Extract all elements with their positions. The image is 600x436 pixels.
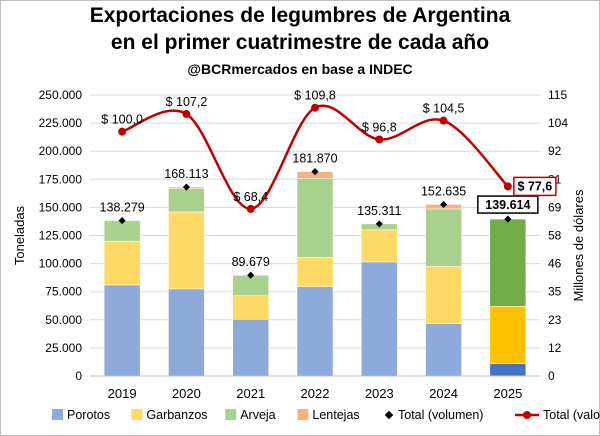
volume-marker	[118, 217, 126, 225]
y2-tick-label: 0	[548, 369, 555, 383]
y-tick-label: 0	[75, 369, 82, 383]
x-tick-label: 2021	[236, 386, 265, 401]
y2-tick-label: 12	[548, 341, 562, 355]
y-tick-label: 150.000	[39, 200, 83, 214]
bar-porotos-2022	[296, 286, 334, 377]
y2-tick-label: 115	[548, 88, 567, 102]
x-tick-label: 2019	[108, 386, 137, 401]
value-marker	[439, 116, 448, 125]
y-tick-label: 250.000	[39, 88, 83, 102]
volume-marker	[247, 271, 255, 279]
legend-label: Total (volumen)	[398, 408, 483, 422]
x-tick-label: 2024	[429, 386, 458, 401]
axes: 0 25.000 50.000 75.000 100.000 125.000 150.000…	[12, 88, 586, 401]
volume-marker	[504, 215, 512, 223]
series-lines	[118, 103, 512, 279]
value-marker	[118, 127, 127, 136]
y2-axis-title: Millones de dólares	[571, 189, 586, 302]
y2-tick-label: 35	[548, 285, 562, 299]
value-marker	[375, 135, 384, 144]
y2-tick-label: 23	[548, 313, 562, 327]
value-label: $ 96,8	[362, 120, 397, 134]
y-tick-label: 25.000	[45, 341, 82, 355]
legend-swatch-garbanzos	[131, 409, 143, 420]
y2-tick-label: 58	[548, 229, 562, 243]
legend-swatch-arveja	[225, 409, 237, 420]
y-tick-label: 175.000	[39, 172, 83, 186]
x-tick-label: 2022	[301, 386, 330, 401]
x-tick-label: 2025	[493, 386, 522, 401]
y2-tick-label: 69	[548, 200, 562, 214]
bar-arveja-2024	[425, 208, 462, 267]
chart-title-line2: en el primer cuatrimestre de cada año	[110, 31, 490, 54]
y-tick-label: 50.000	[45, 313, 82, 327]
value-marker	[182, 110, 191, 119]
bar-porotos-2024	[425, 323, 462, 377]
y-tick-label: 75.000	[45, 285, 82, 299]
bar-arveja-2025	[489, 218, 527, 307]
legend-label: Porotos	[67, 408, 110, 422]
value-marker	[311, 103, 319, 112]
value-label: $ 100,0	[101, 113, 143, 127]
legend: Porotos Garbanzos Arveja Lentejas Total (vol…	[52, 408, 600, 422]
y2-tick-label: 46	[548, 257, 562, 271]
bars	[103, 171, 527, 377]
y-axis-title: Toneladas	[12, 205, 27, 265]
x-tick-label: 2020	[172, 386, 201, 401]
value-label: $ 107,2	[166, 95, 208, 109]
bar-garbanzos-2022	[296, 257, 334, 287]
bar-garbanzos-2024	[425, 266, 462, 324]
bar-garbanzos-2021	[232, 295, 269, 320]
value-marker	[246, 204, 255, 213]
value-marker	[503, 182, 512, 191]
bar-porotos-2020	[168, 288, 205, 377]
chart-subtitle: @BCRmercados en base a INDEC	[187, 61, 413, 77]
volume-label: 135.311	[357, 204, 401, 218]
y-tick-label: 125.000	[39, 229, 83, 243]
legend-label: Arveja	[240, 408, 275, 422]
bar-garbanzos-2019	[103, 240, 141, 286]
bar-garbanzos-2020	[168, 211, 205, 290]
chart-title: Exportaciones de legumbres de Argentina	[89, 4, 511, 27]
legend-label: Lentejas	[312, 408, 359, 422]
value-label: $ 77,6	[517, 179, 552, 193]
x-tick-label: 2023	[365, 386, 394, 401]
y2-tick-label: 104	[548, 116, 568, 130]
legend-volume-marker	[384, 410, 394, 420]
bar-porotos-2021	[232, 318, 269, 377]
value-label: $ 104,5	[423, 102, 465, 116]
legend-label: Garbanzos	[146, 408, 207, 422]
volume-label: 152.635	[421, 184, 466, 198]
value-label: $ 68,4	[233, 190, 268, 204]
volume-marker	[311, 168, 319, 176]
y-tick-label: 225.000	[39, 116, 83, 130]
volume-marker	[440, 200, 448, 208]
bar-porotos-2023	[361, 261, 398, 377]
volume-label-box	[477, 195, 539, 214]
bar-garbanzos-2025	[489, 306, 527, 364]
data-labels: 138.279 168.113 89.679 181.870 135.311 152.63…	[100, 89, 557, 269]
legend-swatch-lentejas	[297, 409, 309, 420]
bar-porotos-2019	[103, 284, 141, 377]
volume-marker	[182, 183, 190, 191]
volume-label: 181.870	[292, 152, 337, 166]
volume-marker	[375, 220, 383, 228]
legend-label: Total (valor)	[543, 408, 600, 422]
value-label: $ 109,8	[294, 89, 336, 103]
y2-tick-label: 92	[548, 144, 562, 158]
y-tick-label: 200.000	[39, 144, 83, 158]
y-tick-label: 100.000	[39, 257, 83, 271]
legend-swatch-porotos	[52, 409, 63, 420]
bar-arveja-2020	[168, 188, 205, 213]
volume-label: 89.679	[232, 255, 270, 269]
volume-label: 138.279	[100, 201, 145, 215]
bar-arveja-2022	[296, 178, 334, 258]
volume-label: 168.113	[164, 167, 208, 181]
value-label-box	[513, 176, 557, 197]
legend-value-marker	[523, 411, 531, 419]
volume-label: 139.614	[485, 198, 530, 212]
bar-garbanzos-2023	[361, 229, 398, 263]
bar-porotos-2025	[489, 363, 527, 377]
